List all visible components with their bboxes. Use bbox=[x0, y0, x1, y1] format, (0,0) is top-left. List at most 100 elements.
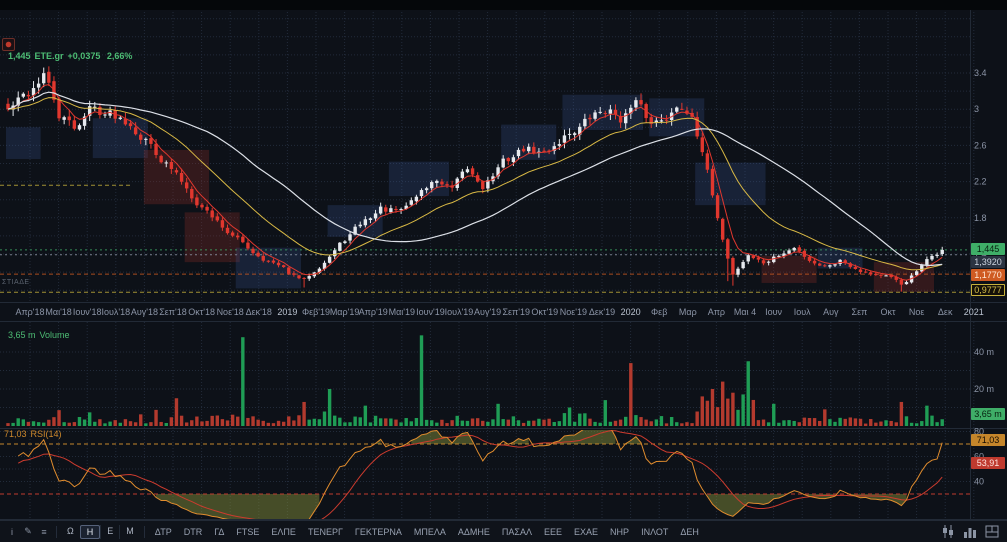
watermark-label: ΣΤΙΑΔΕ bbox=[2, 279, 30, 286]
svg-text:2.6: 2.6 bbox=[974, 140, 987, 150]
svg-text:Φεβ'19: Φεβ'19 bbox=[302, 307, 330, 317]
watchlist-symbol-ΓΔ[interactable]: ΓΔ bbox=[214, 526, 225, 537]
svg-text:Οκτ'19: Οκτ'19 bbox=[531, 307, 558, 317]
svg-text:Δεκ'19: Δεκ'19 bbox=[589, 307, 615, 317]
svg-text:2.2: 2.2 bbox=[974, 177, 987, 187]
watchlist-symbol-ΜΠΕΛΑ[interactable]: ΜΠΕΛΑ bbox=[413, 526, 446, 537]
svg-text:Αυγ: Αυγ bbox=[823, 307, 839, 317]
drawing-tools-group: i ✎ ≡ bbox=[4, 526, 52, 537]
svg-text:Φεβ: Φεβ bbox=[651, 307, 667, 317]
volume-bars bbox=[6, 335, 944, 426]
volume-badge: 3,65 m bbox=[971, 408, 1005, 420]
indicators-icon[interactable]: ≡ bbox=[41, 526, 47, 537]
watchlist-symbol-ΕΧΑΕ[interactable]: ΕΧΑΕ bbox=[574, 526, 599, 537]
svg-text:2019: 2019 bbox=[277, 307, 297, 317]
svg-text:1.8: 1.8 bbox=[974, 213, 987, 223]
window-top-strip bbox=[0, 0, 1007, 10]
svg-text:Ιουν'19: Ιουν'19 bbox=[416, 307, 445, 317]
price-level-lines bbox=[0, 184, 970, 293]
panel-separators bbox=[0, 10, 1007, 520]
info-icon[interactable]: i bbox=[11, 526, 13, 537]
svg-text:Απρ'18: Απρ'18 bbox=[15, 307, 44, 317]
chart-canvas[interactable]: 3.432.62.21.81.4140 m20 m806040Απρ'18Μαι… bbox=[0, 0, 1007, 520]
rsi-indicator-name: RSI(14) bbox=[30, 429, 62, 439]
svg-text:Σεπ'18: Σεπ'18 bbox=[159, 307, 187, 317]
svg-text:60: 60 bbox=[974, 452, 984, 462]
watchlist-symbol-ΝΗΡ[interactable]: ΝΗΡ bbox=[610, 526, 630, 537]
watchlist-symbol-ΕΛΠΕ[interactable]: ΕΛΠΕ bbox=[271, 526, 296, 537]
rsi-value: 71,03 bbox=[4, 429, 27, 439]
toolbar-divider bbox=[56, 525, 57, 538]
svg-text:80: 80 bbox=[974, 427, 984, 437]
watchlist-symbol-ΕΕΕ[interactable]: ΕΕΕ bbox=[544, 526, 563, 537]
svg-text:Ιουν: Ιουν bbox=[765, 307, 782, 317]
svg-text:Νοε'18: Νοε'18 bbox=[217, 307, 244, 317]
svg-text:Μαι'18: Μαι'18 bbox=[45, 307, 71, 317]
pencil-icon[interactable]: ✎ bbox=[24, 526, 32, 536]
svg-text:2020: 2020 bbox=[621, 307, 641, 317]
timeframe-button-Μ[interactable]: Μ bbox=[119, 524, 140, 539]
svg-text:40: 40 bbox=[974, 477, 984, 487]
timeframe-button-Η[interactable]: Η bbox=[79, 524, 101, 539]
svg-text:Ιουλ: Ιουλ bbox=[794, 307, 811, 317]
svg-text:Μαρ'19: Μαρ'19 bbox=[330, 307, 360, 317]
svg-text:40 m: 40 m bbox=[974, 347, 994, 357]
rsi-value-badge: 71,03 bbox=[971, 434, 1005, 446]
svg-text:Απρ'19: Απρ'19 bbox=[359, 307, 388, 317]
svg-text:Νοε'19: Νοε'19 bbox=[560, 307, 587, 317]
svg-text:Μαρ: Μαρ bbox=[679, 307, 697, 317]
change-pct-label: 2,66% bbox=[106, 51, 133, 61]
watchlist-symbol-ΤΕΝΕΡΓ[interactable]: ΤΕΝΕΡΓ bbox=[307, 526, 343, 537]
symbol-label: ETE.gr bbox=[34, 51, 64, 61]
toolbar-divider bbox=[143, 525, 145, 538]
svg-text:Αυγ'19: Αυγ'19 bbox=[474, 307, 501, 317]
timeframe-button-Ε[interactable]: Ε bbox=[100, 524, 119, 539]
svg-text:3.4: 3.4 bbox=[974, 68, 987, 78]
watchlist-symbol-FTSE[interactable]: FTSE bbox=[236, 526, 260, 537]
watchlist-symbol-ΑΔΜΗΕ[interactable]: ΑΔΜΗΕ bbox=[457, 526, 490, 537]
watchlist-symbols-group: ΔΤΡ DTR ΓΔ FTSE ΕΛΠΕ ΤΕΝΕΡΓ ΓΕΚΤΕΡΝΑ ΜΠΕΛΑ ΑΔΜΗΕ… bbox=[149, 526, 705, 538]
volume-panel-label[interactable]: 3,65 m Volume bbox=[8, 330, 74, 340]
svg-text:Απρ: Απρ bbox=[708, 307, 725, 317]
svg-text:Μαι 4: Μαι 4 bbox=[734, 307, 756, 317]
svg-text:Δεκ'18: Δεκ'18 bbox=[246, 307, 272, 317]
last-price-badge: 1,445 bbox=[971, 243, 1005, 255]
svg-text:3: 3 bbox=[974, 104, 979, 114]
rsi-panel-label[interactable]: 71,03 RSI(14) bbox=[4, 429, 66, 439]
volume-indicator-name: Volume bbox=[39, 330, 70, 340]
watchlist-symbol-ΔΕΗ[interactable]: ΔΕΗ bbox=[680, 526, 699, 537]
svg-text:Δεκ: Δεκ bbox=[938, 307, 953, 317]
symbol-info-bar: 1,445 ETE.gr +0,0375 2,66% bbox=[8, 51, 136, 61]
svg-text:Ιουλ'18: Ιουλ'18 bbox=[101, 307, 130, 317]
svg-text:Αυγ'18: Αυγ'18 bbox=[131, 307, 158, 317]
svg-text:Μαι'19: Μαι'19 bbox=[389, 307, 415, 317]
volume-value: 3,65 m bbox=[8, 330, 36, 340]
watchlist-symbol-ΙΝΛΟΤ[interactable]: ΙΝΛΟΤ bbox=[641, 526, 669, 537]
price-line-badge: 1,3920 bbox=[971, 256, 1005, 268]
last-price-label: 1,445 bbox=[8, 51, 31, 61]
change-label: +0,0375 bbox=[67, 51, 101, 61]
alert-level-badge: 1,1770 bbox=[971, 269, 1005, 281]
grid bbox=[0, 12, 975, 519]
svg-text:Νοε: Νοε bbox=[909, 307, 925, 317]
timeframe-button-Ω[interactable]: Ω bbox=[67, 525, 74, 536]
svg-text:Οκτ'18: Οκτ'18 bbox=[188, 307, 215, 317]
support-level-badge: 0,9777 bbox=[971, 284, 1005, 296]
candlestick-chart-icon[interactable] bbox=[941, 525, 955, 538]
watchlist-symbol-ΔΤΡ[interactable]: ΔΤΡ bbox=[154, 526, 172, 537]
svg-text:Σεπ: Σεπ bbox=[852, 307, 868, 317]
layout-grid-icon[interactable] bbox=[985, 525, 999, 538]
watchlist-symbol-ΓΕΚΤΕΡΝΑ[interactable]: ΓΕΚΤΕΡΝΑ bbox=[354, 526, 402, 537]
svg-text:Οκτ: Οκτ bbox=[880, 307, 896, 317]
svg-text:Σεπ'19: Σεπ'19 bbox=[502, 307, 530, 317]
histogram-icon[interactable] bbox=[963, 525, 977, 538]
svg-text:Ιουλ'19: Ιουλ'19 bbox=[445, 307, 474, 317]
app-icon[interactable] bbox=[2, 38, 15, 51]
rsi-indicator bbox=[0, 430, 970, 519]
supply-demand-zones bbox=[6, 94, 935, 293]
watchlist-symbol-ΠΑΣΑΛ[interactable]: ΠΑΣΑΛ bbox=[501, 526, 533, 537]
watchlist-symbol-DTR[interactable]: DTR bbox=[183, 526, 203, 537]
